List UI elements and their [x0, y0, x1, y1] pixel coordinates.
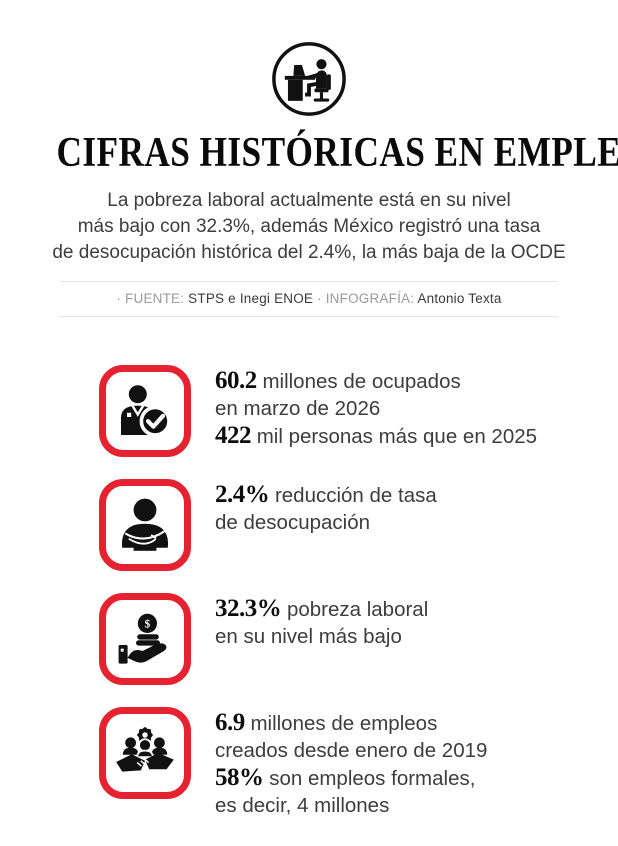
stat-line: en marzo de 2026	[215, 396, 381, 420]
stat-item-ocupados: 60.2 millones de ocupados en marzo de 20…	[99, 364, 618, 457]
stat-line: 6.9 millones de empleos	[215, 708, 438, 736]
stat-number: 58%	[215, 763, 264, 791]
stat-icon-box	[99, 706, 191, 799]
stat-text: 6.9 millones de empleos creados desde en…	[215, 707, 487, 819]
stat-text: 2.4% reducción de tasa de desocupación	[215, 479, 437, 536]
savings-hand-icon: $	[118, 613, 167, 664]
stat-icon-box: $	[99, 592, 191, 685]
stat-line: 32.3% pobreza laboral	[215, 594, 429, 622]
source-fuente-label: · FUENTE:	[116, 290, 185, 306]
stat-item-desocupacion: 2.4% reducción de tasa de desocupación	[99, 478, 618, 571]
stat-text: 32.3% pobreza laboral en su nivel más ba…	[215, 593, 428, 650]
stats-list: 60.2 millones de ocupados en marzo de 20…	[99, 364, 618, 819]
svg-text:$: $	[145, 618, 151, 630]
source-infografia-value: Antonio Texta	[417, 290, 502, 306]
stat-number: 60.2	[215, 366, 257, 394]
source-infografia-label: · INFOGRAFÍA:	[317, 290, 415, 306]
subtitle: La pobreza laboral actualmente está en s…	[52, 189, 566, 263]
stat-line: 60.2 millones de ocupados	[215, 366, 461, 394]
person-at-desk-icon	[272, 42, 346, 116]
stat-line: 58% son empleos formales,	[215, 763, 476, 791]
teamwork-handshake-icon	[116, 727, 174, 772]
stat-line: en su nivel más bajo	[215, 624, 402, 648]
stat-text: 60.2 millones de ocupados en marzo de 20…	[215, 365, 537, 450]
stat-icon-box	[99, 478, 191, 571]
stat-line: 422 mil personas más que en 2025	[215, 421, 538, 449]
stat-line: de desocupación	[215, 510, 371, 534]
stat-icon-box	[99, 364, 191, 457]
stat-item-empleos-creados: 6.9 millones de empleos creados desde en…	[99, 706, 618, 819]
stat-number: 32.3%	[215, 594, 282, 622]
stat-line: creados desde enero de 2019	[215, 738, 488, 762]
stat-item-pobreza-laboral: $ 32.3% pobreza laboral en su nivel más …	[99, 592, 618, 685]
crossed-arms-person-icon	[121, 498, 169, 551]
source-fuente-value: STPS e Inegi ENOE	[188, 290, 314, 306]
page-title: CIFRAS HISTÓRICAS EN EMPLEO	[56, 130, 618, 176]
stat-line: 2.4% reducción de tasa	[215, 480, 437, 508]
stat-number: 6.9	[215, 708, 245, 736]
employed-person-check-icon	[121, 385, 171, 437]
stat-line: es decir, 4 millones	[215, 793, 390, 817]
stat-number: 422	[215, 421, 252, 449]
stat-number: 2.4%	[215, 480, 270, 508]
source-bar: · FUENTE: STPS e Inegi ENOE · INFOGRAFÍA…	[60, 280, 558, 317]
